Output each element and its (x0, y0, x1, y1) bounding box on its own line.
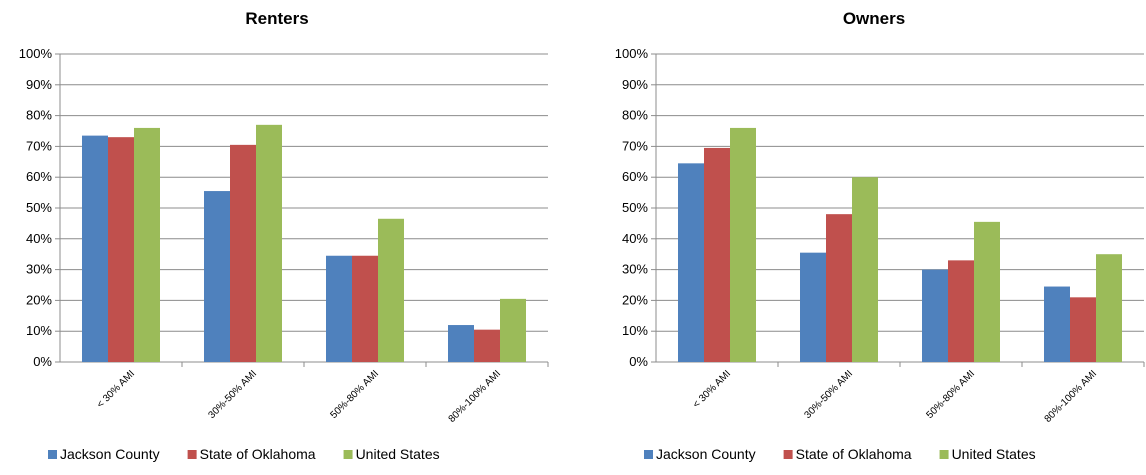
legend-label: Jackson County (656, 446, 756, 462)
bar-jackson-county (326, 255, 352, 362)
chart-title: Renters (245, 9, 308, 28)
bar-jackson-county (678, 163, 704, 362)
y-tick-label: 40% (26, 231, 52, 246)
x-category-label: 80%-100% AMI (1043, 368, 1100, 425)
x-category-label: 50%-80% AMI (329, 368, 382, 421)
bar-state-of-oklahoma (352, 255, 378, 362)
bar-united-states (1096, 254, 1122, 362)
legend-label: State of Oklahoma (200, 446, 316, 462)
y-tick-label: 20% (622, 292, 648, 307)
y-tick-label: 20% (26, 292, 52, 307)
y-tick-label: 50% (622, 200, 648, 215)
bar-state-of-oklahoma (826, 214, 852, 362)
legend: Jackson County State of Oklahoma United St… (644, 446, 1036, 462)
y-tick-label: 100% (615, 46, 649, 61)
x-category-label: 80%-100% AMI (447, 368, 504, 425)
y-tick-label: 80% (622, 108, 648, 123)
bar-state-of-oklahoma (230, 144, 256, 362)
y-tick-label: 70% (26, 138, 52, 153)
legend: Jackson County State of Oklahoma United St… (48, 446, 440, 462)
x-category-label: < 30% AMI (95, 368, 137, 410)
bar-jackson-county (922, 269, 948, 362)
y-tick-label: 60% (622, 169, 648, 184)
y-tick-label: 30% (622, 262, 648, 277)
y-tick-label: 50% (26, 200, 52, 215)
y-tick-label: 90% (622, 77, 648, 92)
legend-swatch (939, 450, 949, 459)
bar-jackson-county (82, 135, 108, 362)
y-tick-label: 80% (26, 108, 52, 123)
bar-state-of-oklahoma (474, 329, 500, 362)
bar-united-states (852, 177, 878, 362)
y-tick-label: 10% (622, 323, 648, 338)
bar-united-states (134, 127, 160, 362)
x-category-label: < 30% AMI (691, 368, 733, 410)
legend-swatch (783, 450, 793, 459)
bar-jackson-county (204, 191, 230, 362)
bar-united-states (256, 124, 282, 362)
bar-jackson-county (1044, 286, 1070, 362)
bar-state-of-oklahoma (1070, 297, 1096, 362)
x-category-label: 30%-50% AMI (803, 368, 856, 421)
y-tick-label: 40% (622, 231, 648, 246)
chart-0: Renters 0% 10% 20% 30% 40% 50% 60% 70% 80% 90% 100%… (19, 9, 549, 462)
bar-united-states (730, 127, 756, 362)
y-tick-label: 30% (26, 262, 52, 277)
x-category-label: 50%-80% AMI (925, 368, 978, 421)
legend-swatch (644, 450, 653, 459)
y-tick-label: 0% (33, 354, 52, 369)
y-tick-label: 10% (26, 323, 52, 338)
legend-label: United States (356, 446, 440, 462)
bar-united-states (974, 221, 1000, 362)
bar-state-of-oklahoma (704, 147, 730, 362)
bar-state-of-oklahoma (108, 137, 134, 362)
bar-united-states (378, 218, 404, 362)
legend-label: United States (952, 446, 1036, 462)
y-tick-label: 100% (19, 46, 53, 61)
bar-state-of-oklahoma (948, 260, 974, 362)
legend-swatch (343, 450, 353, 459)
legend-swatch (48, 450, 57, 459)
legend-label: State of Oklahoma (796, 446, 912, 462)
chart-title: Owners (843, 9, 905, 28)
y-tick-label: 60% (26, 169, 52, 184)
y-tick-label: 70% (622, 138, 648, 153)
x-category-label: 30%-50% AMI (207, 368, 260, 421)
bar-jackson-county (448, 325, 474, 362)
bar-jackson-county (800, 252, 826, 362)
y-tick-label: 90% (26, 77, 52, 92)
chart-1: Owners 0% 10% 20% 30% 40% 50% 60% 70% 80% 90% 100% <… (615, 9, 1145, 462)
bar-united-states (500, 298, 526, 362)
legend-label: Jackson County (60, 446, 160, 462)
y-tick-label: 0% (629, 354, 648, 369)
legend-swatch (187, 450, 197, 459)
